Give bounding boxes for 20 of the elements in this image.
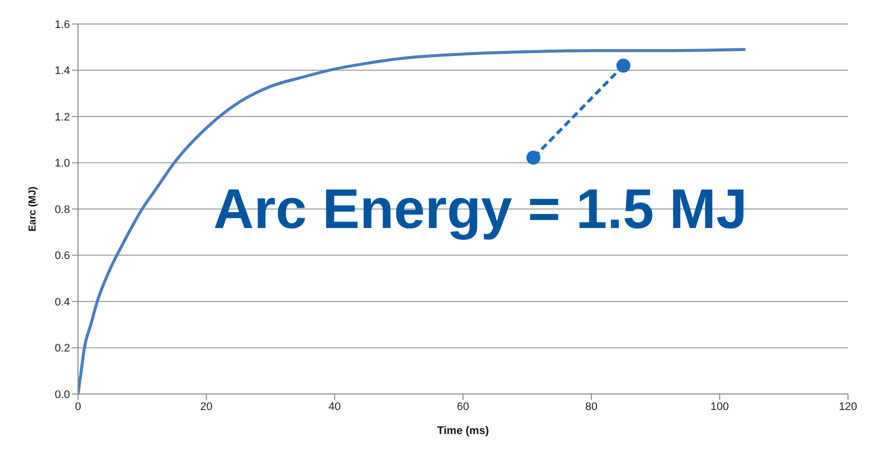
y-tick-label: 1.6 (54, 18, 70, 31)
x-tick-label: 40 (328, 400, 341, 413)
y-tick-label: 0.2 (54, 342, 70, 355)
line-series (78, 48, 747, 394)
y-tick-label: 0.8 (54, 204, 70, 216)
x-tick-label: 20 (200, 400, 212, 413)
y-tick-label: 1.2 (54, 111, 70, 124)
x-tick-label: 60 (456, 400, 470, 413)
y-tick-label: 0.6 (54, 250, 70, 262)
y-tick-label: 1.4 (54, 65, 70, 78)
y-tick-label: 0.4 (54, 296, 70, 308)
x-tick-label: 120 (838, 400, 858, 413)
x-tick-label: 80 (585, 400, 598, 413)
annotation: Arc Energy = 1.5 MJ (213, 176, 748, 241)
y-tick-label: 1.0 (54, 158, 70, 170)
y-tick-label: 0.0 (54, 388, 70, 401)
x-axis-title: Time (ms) (437, 425, 490, 437)
y-axis-title: Earc (MJ) (28, 186, 39, 232)
x-tick-label: 0 (74, 400, 82, 413)
x-tick-label: 100 (710, 400, 729, 413)
